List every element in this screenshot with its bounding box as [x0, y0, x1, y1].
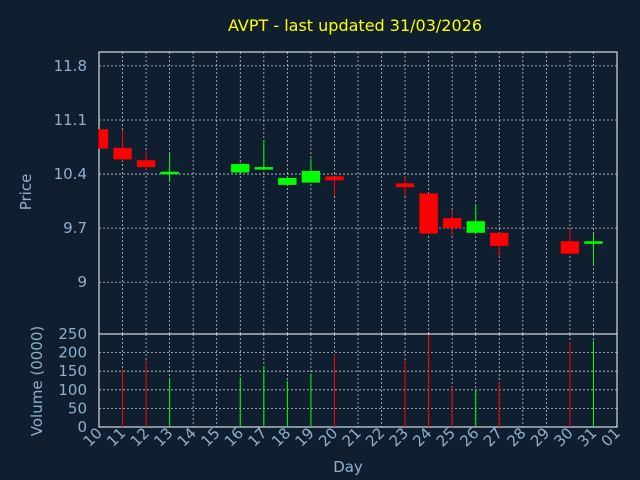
candle-10: [98, 129, 109, 149]
candle-body: [584, 241, 603, 244]
volume-tick-label: 0: [77, 418, 87, 436]
candle-23: [395, 176, 415, 196]
x-tick-labels: 1011121314151617181920212223242526272829…: [80, 424, 624, 450]
candle-26: [466, 204, 485, 233]
y-axis-label-price: Price: [17, 174, 35, 211]
volume-tick-label: 150: [58, 362, 87, 380]
candle-30: [560, 228, 580, 255]
candle-body: [325, 176, 344, 181]
candle-25: [442, 210, 462, 236]
candle-body: [442, 218, 462, 229]
candle-24: [419, 193, 438, 235]
candle-body: [419, 193, 438, 234]
candle-27: [490, 232, 509, 257]
chart-title: AVPT - last updated 31/03/2026: [228, 16, 482, 35]
candle-17: [254, 140, 274, 170]
price-tick-label: 11.8: [54, 57, 87, 75]
volume-panel-frame: [98, 333, 618, 428]
candle-body: [490, 232, 509, 246]
x-axis-label: Day: [333, 458, 363, 476]
candle-body: [395, 183, 415, 188]
candle-body: [278, 177, 297, 185]
candle-body: [99, 129, 109, 149]
candle-body: [560, 241, 580, 254]
candle-body: [231, 164, 250, 173]
volume-tick-label: 250: [58, 325, 87, 343]
candles: [98, 129, 603, 265]
volume-bars: [122, 334, 594, 427]
candle-12: [136, 150, 156, 170]
candle-31: [584, 233, 603, 265]
candle-18: [278, 177, 297, 185]
volume-tick-label: 200: [58, 344, 87, 362]
candle-body: [254, 167, 274, 170]
candle-body: [160, 171, 179, 175]
candle-19: [301, 158, 321, 183]
candle-body: [466, 221, 485, 233]
candle-16: [231, 163, 250, 173]
candle-20: [325, 176, 344, 196]
candle-13: [160, 153, 179, 182]
price-tick-label: 9: [77, 273, 87, 291]
candle-body: [113, 147, 132, 160]
volume-tick-label: 50: [68, 399, 87, 417]
price-tick-label: 10.4: [54, 165, 87, 183]
y-axis-label-volume: Volume (0000): [28, 326, 46, 436]
candle-body: [136, 160, 156, 168]
price-tick-labels: 9 9.7 10.4 11.1 11.8: [54, 57, 87, 291]
candle-11: [113, 130, 132, 161]
price-tick-label: 9.7: [63, 219, 87, 237]
volume-tick-label: 100: [58, 381, 87, 399]
candle-body: [301, 170, 321, 183]
price-tick-label: 11.1: [54, 111, 87, 129]
